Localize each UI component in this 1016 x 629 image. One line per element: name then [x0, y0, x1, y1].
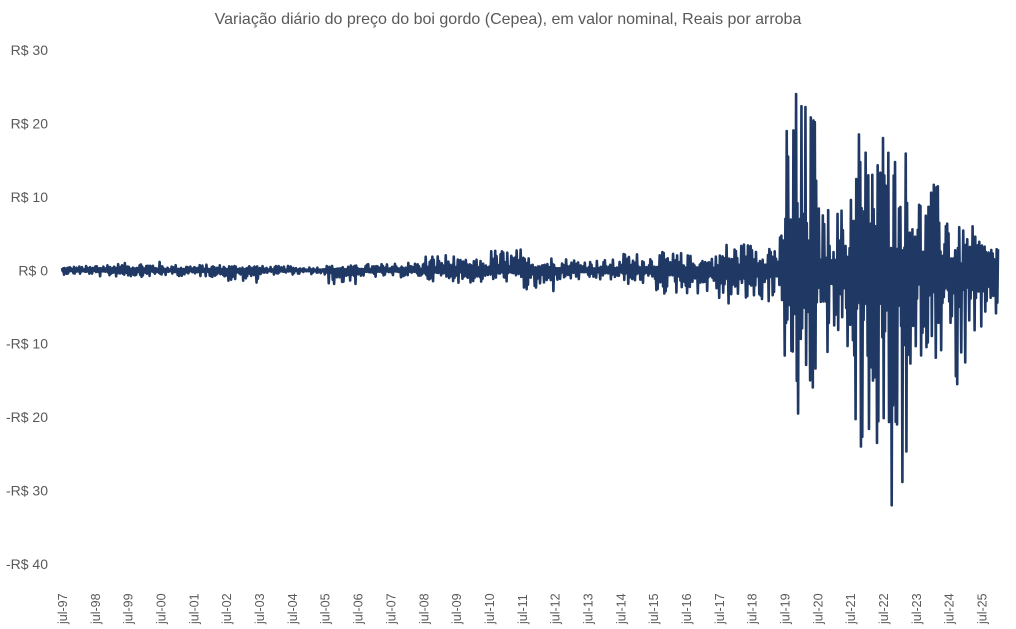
x-tick-label: jul-20 [811, 593, 825, 625]
x-tick-label: jul-01 [187, 593, 201, 625]
x-tick-label: jul-10 [483, 593, 497, 625]
x-tick-label: jul-97 [56, 593, 70, 625]
x-tick-label: jul-12 [549, 593, 563, 625]
x-tick-label: jul-06 [352, 593, 366, 625]
x-tick-label: jul-19 [779, 593, 793, 625]
x-tick-label: jul-21 [844, 593, 858, 625]
x-tick-label: jul-99 [122, 593, 136, 625]
x-tick-label: jul-23 [910, 593, 924, 625]
x-tick-label: jul-24 [943, 593, 957, 625]
x-tick-label: jul-02 [220, 593, 234, 625]
y-tick-label: -R$ 20 [6, 409, 48, 425]
x-tick-label: jul-03 [253, 593, 267, 625]
x-tick-label: jul-15 [647, 593, 661, 625]
x-tick-label: jul-16 [680, 593, 694, 625]
chart-title: Variação diário do preço do boi gordo (C… [214, 11, 802, 28]
x-tick-label: jul-08 [417, 593, 431, 625]
y-tick-label: R$ 0 [18, 262, 48, 278]
x-tick-label: jul-25 [976, 593, 990, 625]
y-tick-label: R$ 30 [11, 42, 49, 58]
x-axis-ticks: jul-97 jul-98 jul-99 jul-00 jul-01 jul-02 jul-… [56, 593, 990, 625]
x-tick-label: jul-09 [450, 593, 464, 625]
x-tick-label: jul-13 [581, 593, 595, 625]
y-tick-label: -R$ 30 [6, 483, 48, 499]
series-layer [60, 92, 1000, 507]
x-tick-label: jul-07 [384, 593, 398, 625]
y-axis-ticks: R$ 30 R$ 20 R$ 10 R$ 0 -R$ 10 -R$ 20 -R$ 30 -R$… [6, 42, 48, 572]
x-tick-label: jul-11 [516, 594, 530, 625]
y-tick-label: R$ 20 [11, 115, 49, 131]
y-tick-label: R$ 10 [11, 189, 49, 205]
series-line [60, 92, 1000, 507]
x-tick-label: jul-22 [877, 593, 891, 625]
x-tick-label: jul-04 [286, 593, 300, 625]
x-tick-label: jul-14 [614, 593, 628, 625]
y-tick-label: -R$ 10 [6, 336, 48, 352]
x-tick-label: jul-18 [746, 593, 760, 625]
x-tick-label: jul-98 [89, 593, 103, 625]
x-tick-label: jul-00 [155, 593, 169, 625]
x-tick-label: jul-05 [319, 593, 333, 625]
y-tick-label: -R$ 40 [6, 556, 48, 572]
x-tick-label: jul-17 [713, 593, 727, 625]
